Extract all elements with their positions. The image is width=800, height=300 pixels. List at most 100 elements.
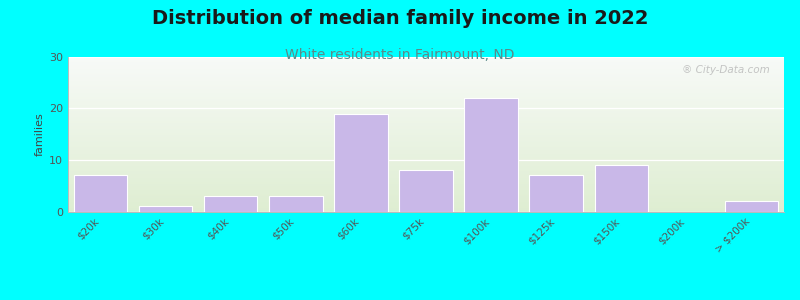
Bar <box>68 181 784 182</box>
Bar <box>68 74 784 75</box>
Bar <box>68 73 784 74</box>
Bar <box>68 200 784 201</box>
Bar <box>68 166 784 167</box>
Bar <box>68 60 784 61</box>
Bar <box>68 93 784 94</box>
Bar <box>68 59 784 60</box>
Bar <box>68 192 784 193</box>
Bar <box>68 173 784 174</box>
Bar <box>68 134 784 135</box>
Bar <box>68 168 784 169</box>
Bar <box>68 127 784 128</box>
Bar <box>68 169 784 170</box>
Bar <box>68 171 784 172</box>
Bar <box>594 165 648 211</box>
Bar <box>68 68 784 69</box>
Bar <box>68 137 784 138</box>
Bar <box>68 100 784 101</box>
Bar <box>68 163 784 164</box>
Bar <box>68 208 784 209</box>
Bar <box>68 199 784 200</box>
Bar <box>68 90 784 91</box>
Bar <box>68 205 784 206</box>
Bar <box>68 161 784 162</box>
Bar <box>68 71 784 72</box>
Bar <box>68 146 784 147</box>
Bar <box>68 151 784 152</box>
Bar <box>269 196 322 212</box>
Bar <box>68 155 784 156</box>
Bar <box>68 191 784 192</box>
Bar <box>68 79 784 80</box>
Bar <box>68 187 784 188</box>
Bar <box>68 178 784 179</box>
Bar <box>68 190 784 191</box>
Bar <box>68 84 784 85</box>
Bar <box>68 95 784 96</box>
Bar <box>68 188 784 189</box>
Bar <box>68 176 784 177</box>
Bar <box>68 99 784 100</box>
Bar <box>68 129 784 130</box>
Bar <box>68 174 784 175</box>
Bar <box>68 182 784 183</box>
Bar <box>68 210 784 211</box>
Bar <box>68 82 784 83</box>
Bar <box>68 123 784 124</box>
Bar <box>68 184 784 185</box>
Bar <box>68 175 784 176</box>
Bar <box>68 206 784 207</box>
Bar <box>68 102 784 103</box>
Bar <box>68 77 784 78</box>
Bar <box>68 172 784 173</box>
Bar <box>334 114 387 212</box>
Bar <box>68 118 784 119</box>
Bar <box>68 158 784 159</box>
Bar <box>68 121 784 122</box>
Bar <box>68 96 784 97</box>
Bar <box>68 113 784 114</box>
Bar <box>139 206 192 211</box>
Bar <box>68 88 784 89</box>
Bar <box>68 180 784 181</box>
Bar <box>68 119 784 120</box>
Bar <box>68 183 784 184</box>
Bar <box>68 115 784 116</box>
Bar <box>68 197 784 198</box>
Bar <box>68 122 784 123</box>
Text: ® City-Data.com: ® City-Data.com <box>682 65 770 75</box>
Bar <box>68 142 784 143</box>
Bar <box>68 189 784 190</box>
Bar <box>68 149 784 150</box>
Bar <box>68 144 784 145</box>
Bar <box>68 153 784 154</box>
Bar <box>68 198 784 199</box>
Bar <box>68 207 784 208</box>
Bar <box>68 66 784 67</box>
Bar <box>68 116 784 117</box>
Bar <box>68 148 784 149</box>
Bar <box>68 203 784 204</box>
Text: White residents in Fairmount, ND: White residents in Fairmount, ND <box>286 48 514 62</box>
Bar <box>68 157 784 158</box>
Bar <box>68 131 784 132</box>
Bar <box>68 70 784 71</box>
Bar <box>68 135 784 136</box>
Bar <box>68 177 784 178</box>
Bar <box>68 76 784 77</box>
Bar <box>68 211 784 212</box>
Bar <box>68 179 784 180</box>
Bar <box>68 202 784 203</box>
Bar <box>68 145 784 146</box>
Bar <box>68 78 784 79</box>
Bar <box>68 139 784 140</box>
Bar <box>68 75 784 76</box>
Bar <box>68 154 784 155</box>
Bar <box>68 150 784 151</box>
Bar <box>68 164 784 165</box>
Bar <box>68 195 784 196</box>
Bar <box>68 201 784 202</box>
Bar <box>68 64 784 65</box>
Bar <box>399 170 453 211</box>
Bar <box>68 136 784 137</box>
